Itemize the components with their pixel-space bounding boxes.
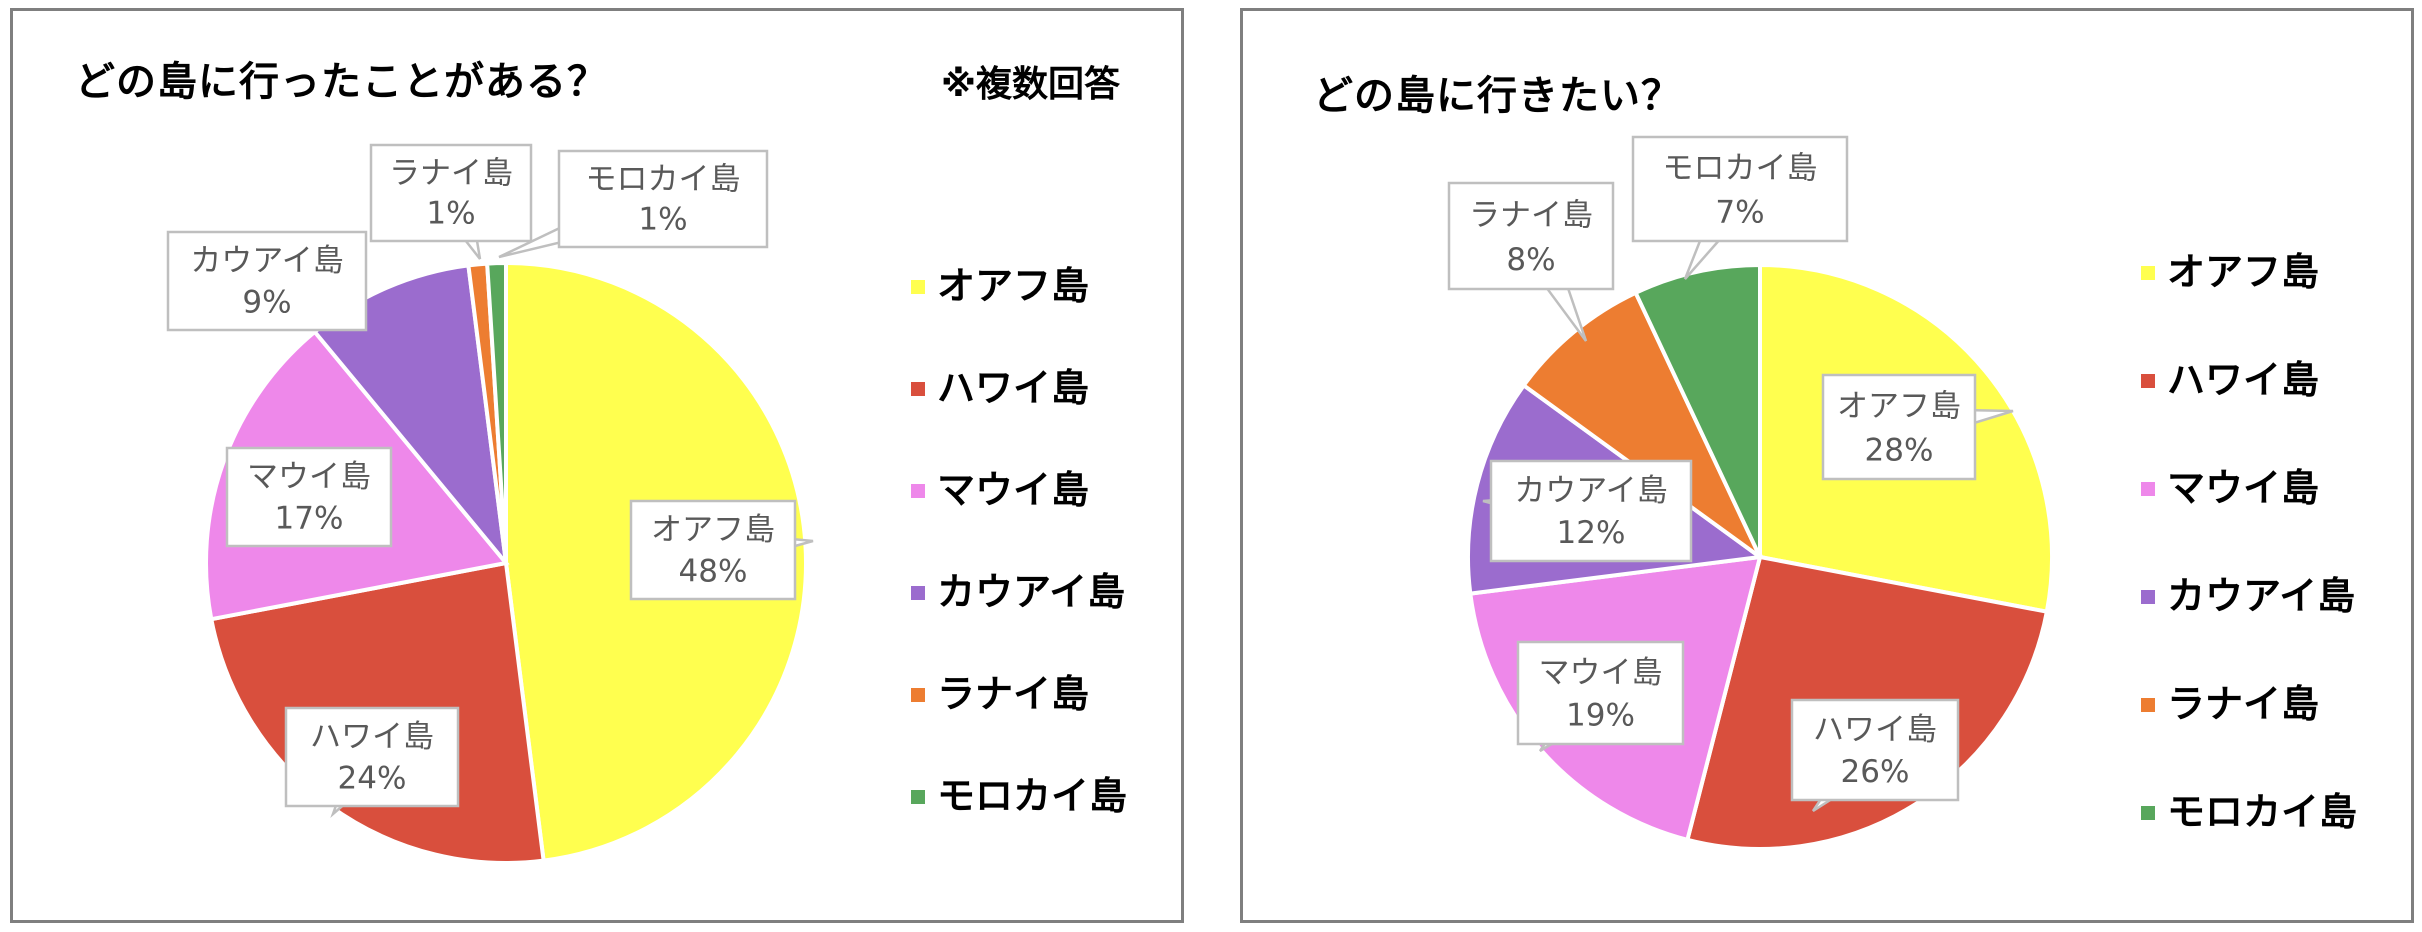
legend-label: マウイ島 <box>937 468 1090 512</box>
legend-swatch <box>2141 698 2155 712</box>
chart-title-visited: どの島に行ったことがある？ <box>75 59 608 105</box>
data-label-value: 1% <box>426 196 475 232</box>
data-label-value: 24% <box>338 760 407 796</box>
data-label-value: 17% <box>275 500 344 536</box>
legend-label: オアフ島 <box>937 264 1090 308</box>
callout-box <box>284 706 460 808</box>
chart-note-multiple-answers: ※複数回答 <box>941 64 1120 105</box>
data-label-value: 12% <box>1557 515 1626 551</box>
callout-box <box>1631 135 1849 243</box>
data-label-category: モロカイ島 <box>1663 151 1818 187</box>
callout-box <box>225 446 393 548</box>
pie-slice-6 <box>485 260 508 564</box>
data-label-category: ラナイ島 <box>389 155 513 191</box>
legend-label: モロカイ島 <box>2167 790 2358 834</box>
callout-box <box>369 143 533 243</box>
data-label-value: 48% <box>679 553 748 589</box>
legend-swatch <box>911 382 925 396</box>
pie-chart-visited: オアフ島 48% ハワイ島 24% マウイ島 17% カウアイ島 9% ラナイ島 1% モロカイ島 1… <box>166 143 814 865</box>
legend-label: モロカイ島 <box>937 774 1128 818</box>
data-label-callout: モロカイ島 1% <box>498 149 769 259</box>
data-label-category: カウアイ島 <box>1514 473 1667 509</box>
data-label-callout: モロカイ島 7% <box>1631 135 1849 280</box>
legend-label: オアフ島 <box>2167 250 2320 294</box>
legend-swatch <box>911 790 925 804</box>
data-label-value: 7% <box>1715 194 1764 230</box>
pie-slice-5 <box>1520 290 1762 559</box>
callout-box <box>1489 459 1693 563</box>
legend-swatch <box>2141 266 2155 280</box>
callout-box <box>1516 640 1685 746</box>
legend-label: ハワイ島 <box>2167 358 2320 402</box>
legend-swatch <box>911 484 925 498</box>
data-label-category: マウイ島 <box>1539 655 1663 691</box>
legend-swatch <box>911 688 925 702</box>
legend-swatch <box>2141 374 2155 388</box>
data-label-value: 9% <box>242 284 291 320</box>
data-label-value: 8% <box>1506 242 1555 278</box>
data-label-callouts: オアフ島 48% ハワイ島 24% マウイ島 17% カウアイ島 9% ラナイ島 1% モロカイ島 1… <box>166 143 814 818</box>
callout-box <box>166 230 368 332</box>
data-label-callout: マウイ島 19% <box>1516 640 1685 753</box>
data-label-value: 28% <box>1865 432 1934 468</box>
legend-swatch <box>2141 806 2155 820</box>
data-label-value: 19% <box>1566 698 1635 734</box>
chart-panel-visited: どの島に行ったことがある？ ※複数回答 オアフ島 48% ハワイ島 24% マウイ島 17… <box>10 8 1184 923</box>
legend-label: ラナイ島 <box>2167 682 2320 726</box>
legend-label: カウアイ島 <box>937 570 1126 614</box>
callout-box <box>557 149 769 249</box>
callout-box <box>1821 373 1977 481</box>
legend-swatch <box>911 280 925 294</box>
data-label-category: ラナイ島 <box>1469 197 1593 233</box>
data-label-callout: オアフ島 48% <box>629 499 814 601</box>
chart-panel-want-to-visit: どの島に行きたい？ オアフ島 28% ハワイ島 26% マウイ島 19% カウアイ島 12% ラ… <box>1240 8 2414 923</box>
legend-swatch <box>2141 482 2155 496</box>
data-label-value: 1% <box>638 202 687 238</box>
data-label-callout: オアフ島 28% <box>1821 373 2014 481</box>
legend-label: ラナイ島 <box>937 672 1090 716</box>
data-label-callouts: オアフ島 28% ハワイ島 26% マウイ島 19% カウアイ島 12% ラナイ島 8% モロカイ島… <box>1447 135 2014 813</box>
data-label-callout: カウアイ島 9% <box>166 230 368 332</box>
data-label-category: ハワイ島 <box>1813 712 1937 748</box>
legend-label: カウアイ島 <box>2167 574 2356 618</box>
callout-box <box>1447 181 1615 291</box>
chart-title-want-to-visit: どの島に行きたい？ <box>1313 73 1682 119</box>
data-label-value: 26% <box>1841 754 1910 790</box>
data-label-callout: マウイ島 17% <box>225 446 393 548</box>
legend-label: ハワイ島 <box>937 366 1090 410</box>
legend-swatch <box>911 586 925 600</box>
data-label-category: オアフ島 <box>651 512 775 548</box>
data-label-category: オアフ島 <box>1837 389 1961 425</box>
legend-swatch <box>2141 590 2155 604</box>
data-label-callout: ラナイ島 1% <box>369 143 533 260</box>
data-label-category: マウイ島 <box>247 459 371 495</box>
data-label-callout: ハワイ島 24% <box>284 706 460 818</box>
data-label-callout: ラナイ島 8% <box>1447 181 1615 342</box>
callout-box <box>1790 698 1960 802</box>
data-label-callout: カウアイ島 12% <box>1482 459 1693 563</box>
data-label-callout: ハワイ島 26% <box>1790 698 1960 813</box>
callout-box <box>629 499 797 601</box>
pie-chart-want-to-visit: オアフ島 28% ハワイ島 26% マウイ島 19% カウアイ島 12% ラナイ島 8% モロカイ島… <box>1447 135 2054 851</box>
legend-label: マウイ島 <box>2167 466 2320 510</box>
pie-slice-6 <box>1633 262 1762 558</box>
data-label-category: カウアイ島 <box>190 243 343 279</box>
data-label-category: モロカイ島 <box>586 161 741 197</box>
data-label-category: ハワイ島 <box>310 719 434 755</box>
